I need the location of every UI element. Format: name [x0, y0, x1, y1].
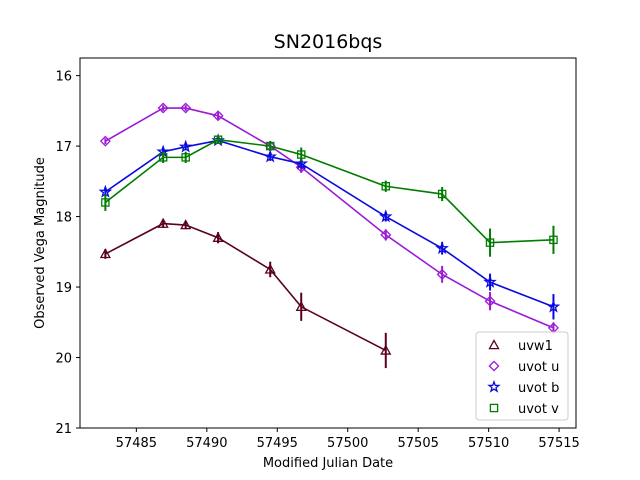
data-point-uvot-u [436, 268, 448, 280]
legend: uvw1 uvot u uvot b uvot v [475, 331, 569, 421]
x-tick-label: 57485 [116, 436, 157, 451]
data-point-uvot-b [263, 149, 278, 163]
data-point-uvot-v [181, 153, 190, 162]
data-point-uvot-v [549, 235, 558, 245]
data-point-uvot-u [99, 135, 111, 147]
legend-label-uvot-b: uvot b [518, 381, 559, 396]
data-point-uvw1 [264, 263, 276, 274]
data-point-uvot-u [180, 102, 192, 114]
data-point-uvot-v [213, 135, 223, 145]
data-point-uvot-u [484, 295, 496, 307]
legend-label-uvw1: uvw1 [518, 339, 553, 354]
legend-marker-uvot-u [488, 360, 500, 372]
data-point-uvw1 [157, 217, 169, 228]
data-point-uvw1 [295, 300, 307, 312]
data-point-uvot-b [435, 241, 449, 255]
data-point-uvw1 [212, 231, 224, 242]
data-point-uvot-u [157, 102, 169, 114]
series-line-uvot-b [104, 139, 554, 308]
data-point-uvot-v [101, 198, 110, 207]
data-point-uvot-v [296, 150, 306, 159]
data-point-uvot-v [158, 153, 168, 162]
x-tick-label: 57510 [468, 436, 509, 451]
plot-area: 57485 57490 57495 57500 57505 57510 57515 16 17 1… [55, 57, 580, 451]
legend-marker-uvot-b [487, 379, 501, 393]
data-point-uvot-b [294, 156, 309, 170]
legend-label-uvot-u: uvot u [518, 360, 559, 375]
x-axis-label: Modified Julian Date [263, 456, 393, 471]
data-point-uvot-u [212, 110, 224, 122]
y-tick-label: 19 [55, 281, 72, 296]
x-tick-label: 57490 [186, 436, 227, 451]
plot-frame [79, 57, 577, 429]
data-point-uvot-b [378, 209, 393, 223]
y-tick-label: 16 [55, 70, 72, 85]
data-point-uvot-v [485, 238, 495, 247]
legend-marker-uvw1 [488, 339, 500, 350]
legend-box [475, 331, 569, 421]
x-tick-label: 57500 [327, 436, 368, 451]
data-point-uvot-v [265, 141, 275, 151]
data-point-uvw1 [380, 344, 392, 355]
legend-marker-uvot-v [489, 403, 499, 413]
legend-label-uvot-v: uvot v [518, 402, 559, 417]
x-tick-label: 57495 [257, 436, 298, 451]
y-axis-label: Observed Vega Magnitude [33, 157, 48, 329]
data-point-uvot-v [437, 189, 447, 199]
y-tick-label: 21 [55, 422, 72, 437]
data-point-uvot-b [178, 139, 193, 153]
y-tick-label: 18 [55, 211, 72, 226]
series-line-uvot-u [104, 107, 554, 329]
data-point-uvot-b [483, 274, 497, 288]
x-tick-label: 57515 [538, 436, 579, 451]
y-tick-label: 20 [55, 352, 72, 367]
data-point-uvot-b [546, 299, 561, 313]
data-point-uvw1 [180, 219, 192, 230]
y-tick-label: 17 [55, 140, 72, 155]
chart-title: SN2016bqs [274, 31, 383, 53]
data-point-uvot-v [381, 182, 391, 191]
data-point-uvw1 [99, 248, 111, 259]
x-tick-label: 57505 [398, 436, 439, 451]
series-line-uvot-v [104, 138, 554, 244]
data-point-uvot-u [380, 229, 392, 241]
data-point-uvot-b [98, 184, 113, 198]
